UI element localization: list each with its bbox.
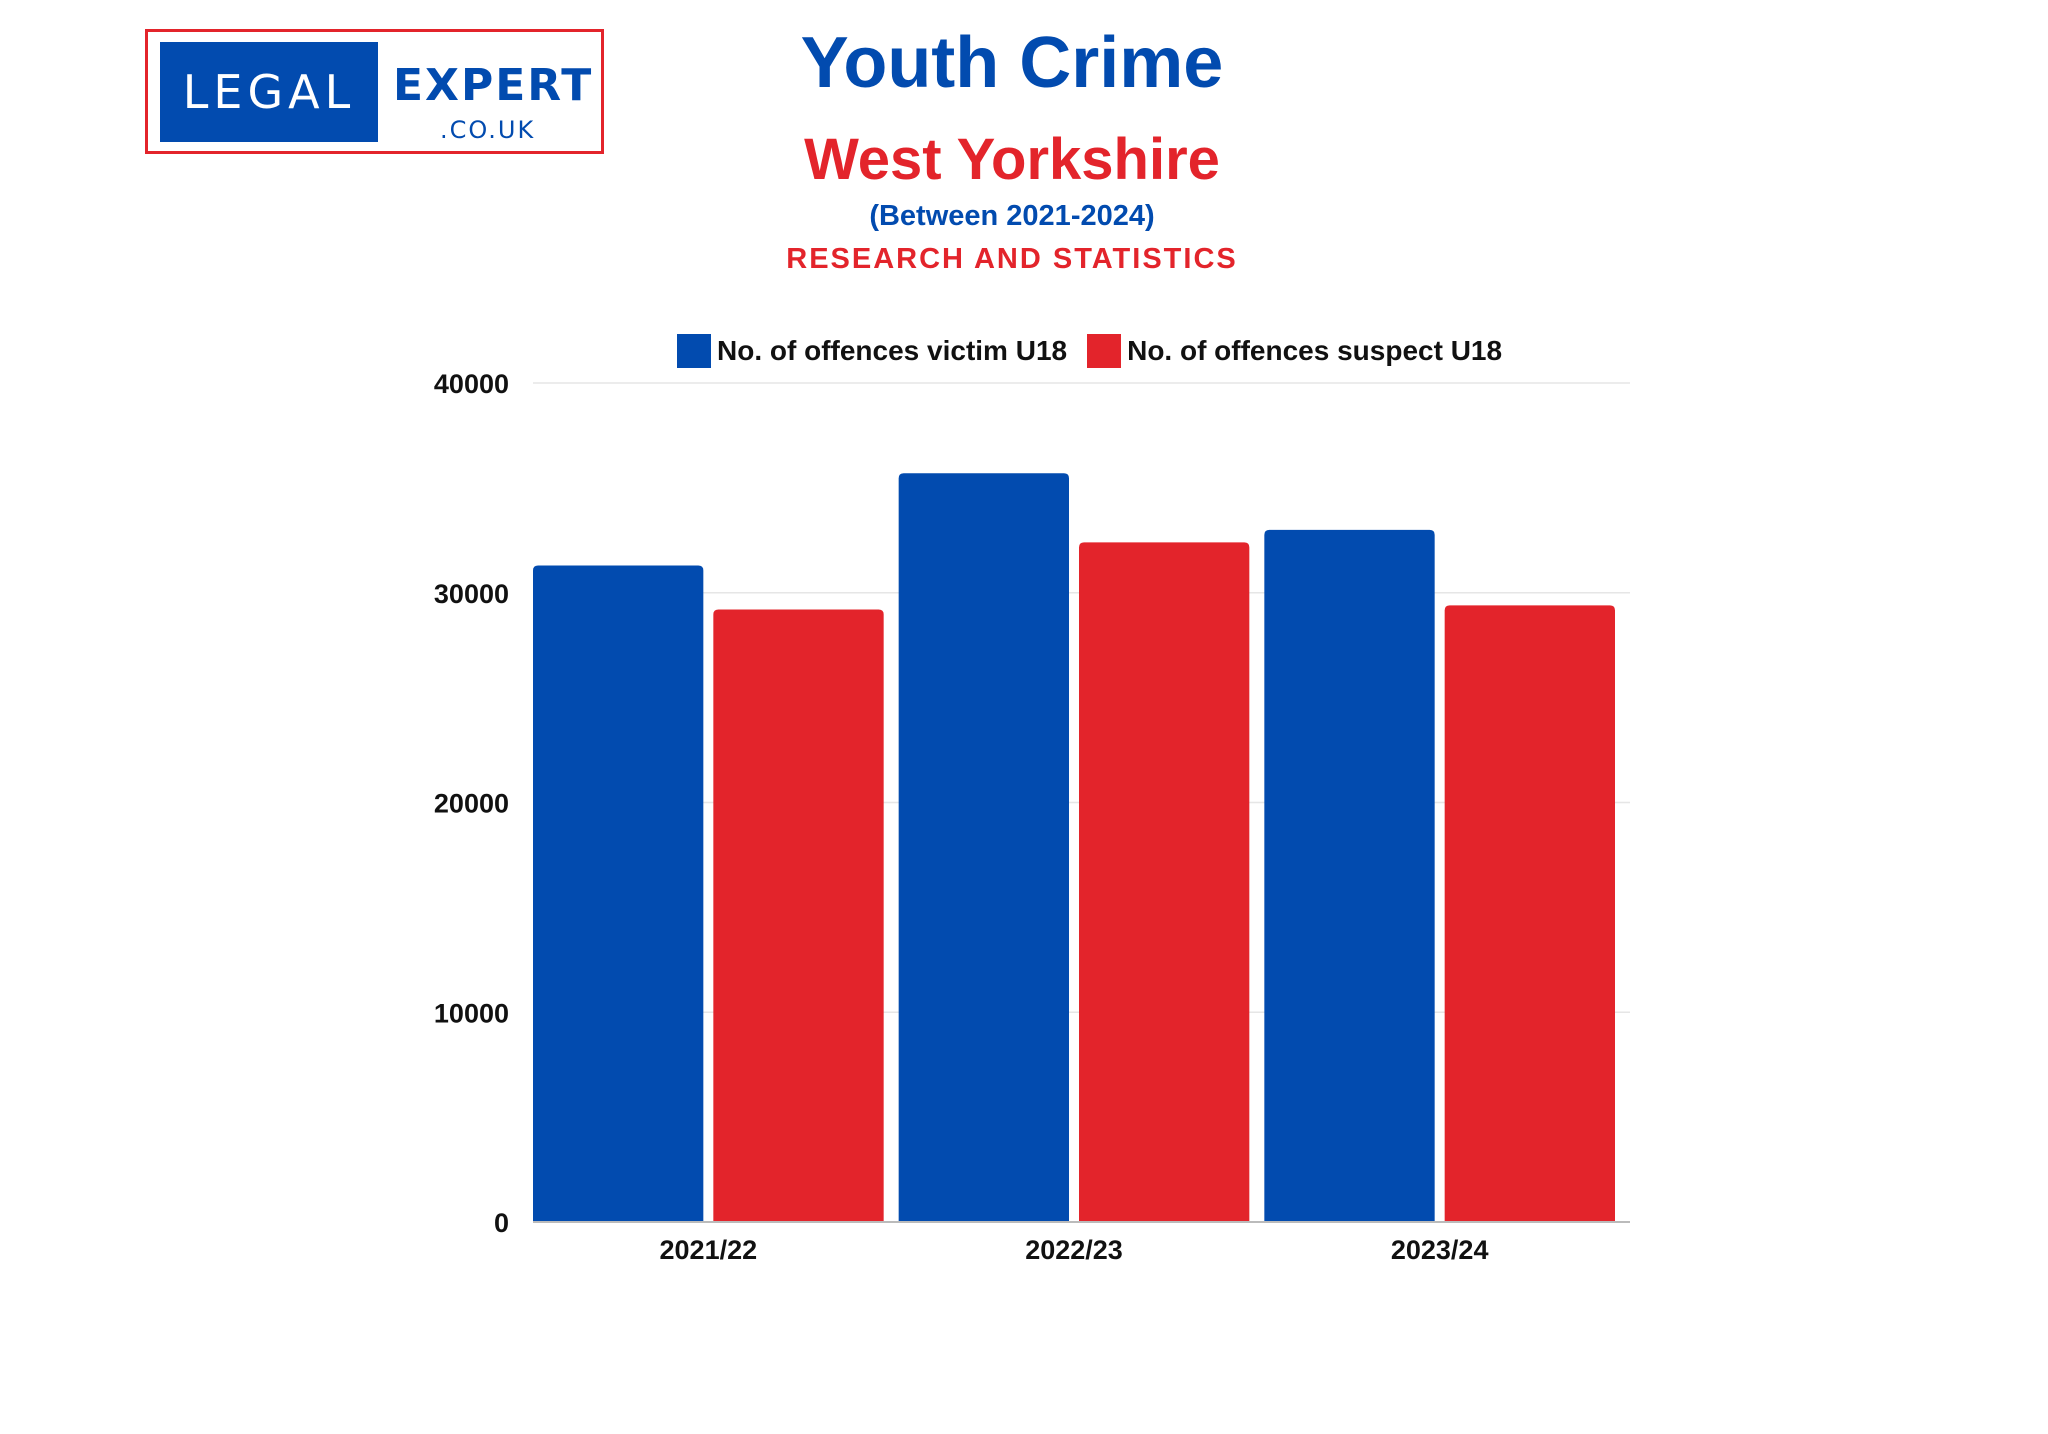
y-tick-label: 30000 xyxy=(434,579,509,609)
legend-item-suspect: No. of offences suspect U18 xyxy=(1087,334,1502,368)
legend-swatch-suspect xyxy=(1087,334,1122,368)
bar-suspect xyxy=(1079,542,1250,1222)
y-tick-label: 0 xyxy=(494,1208,509,1238)
chart-tagline: RESEARCH AND STATISTICS xyxy=(786,243,1238,275)
x-tick-label: 2021/22 xyxy=(660,1235,758,1265)
logo-expert-text: EXPERT xyxy=(393,60,594,111)
chart-subtitle: West Yorkshire xyxy=(804,127,1220,192)
logo-legal-text: LEGAL xyxy=(160,42,378,142)
logo: LEGAL EXPERT .CO.UK xyxy=(145,29,604,154)
y-tick-label: 20000 xyxy=(434,789,509,819)
bar-victim xyxy=(1264,529,1435,1222)
legend-item-victim: No. of offences victim U18 xyxy=(677,334,1067,368)
bar-suspect xyxy=(1444,605,1615,1222)
y-tick-label: 10000 xyxy=(434,998,509,1028)
y-tick-label: 40000 xyxy=(434,369,509,399)
bar-suspect xyxy=(713,609,884,1222)
x-tick-label: 2023/24 xyxy=(1391,1235,1489,1265)
chart-title: Youth Crime xyxy=(800,23,1224,103)
logo-domain-text: .CO.UK xyxy=(440,116,536,144)
bar-victim xyxy=(898,473,1069,1222)
legend-label-suspect: No. of offences suspect U18 xyxy=(1127,335,1503,366)
legend-label-victim: No. of offences victim U18 xyxy=(717,335,1068,366)
legend: No. of offences victim U18 No. of offenc… xyxy=(677,334,1522,368)
bar-victim xyxy=(533,565,704,1222)
chart-period: (Between 2021-2024) xyxy=(869,200,1155,232)
legend-swatch-victim xyxy=(677,334,711,368)
x-tick-label: 2022/23 xyxy=(1025,1235,1123,1265)
